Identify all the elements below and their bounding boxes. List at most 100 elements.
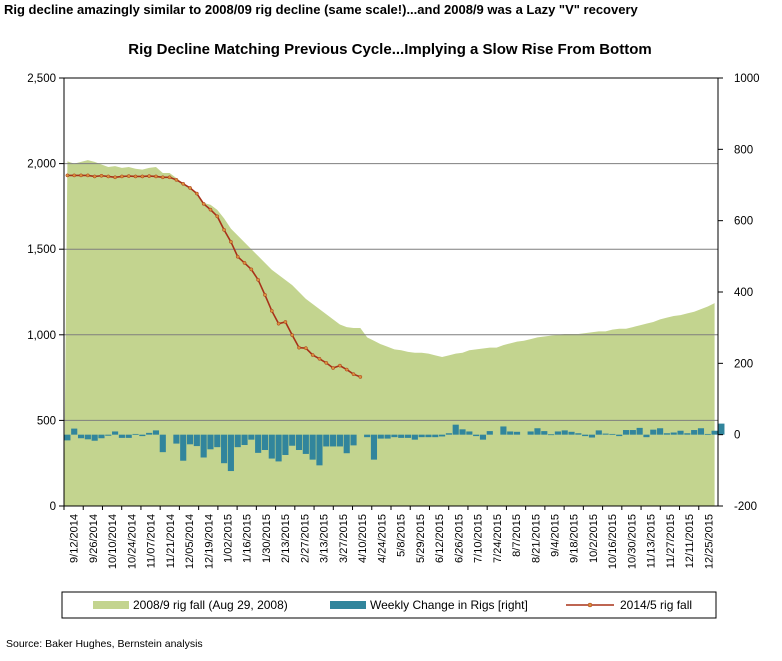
y-tick-label: 1,000	[27, 330, 56, 342]
weekly-change-bar	[295, 434, 303, 451]
x-tick-label: 2/13/2015	[280, 514, 292, 563]
line-point	[99, 173, 104, 178]
weekly-change-bar	[282, 434, 289, 455]
weekly-change-bar	[302, 434, 309, 454]
line-point	[310, 353, 315, 357]
line-point	[106, 174, 111, 179]
weekly-change-bar	[670, 432, 677, 435]
line-point	[222, 228, 226, 232]
line-point	[283, 320, 288, 324]
weekly-change-bar	[336, 434, 343, 447]
line-point	[167, 175, 172, 180]
weekly-change-bar	[125, 434, 132, 438]
weekly-change-bar	[718, 423, 725, 435]
weekly-change-bar	[439, 434, 446, 437]
legend-label-bars: Weekly Change in Rigs [right]	[370, 598, 528, 612]
line-point	[263, 293, 267, 297]
weekly-change-bar	[513, 431, 521, 435]
weekly-change-bar	[588, 434, 596, 438]
weekly-change-bar	[391, 434, 398, 438]
line-point	[92, 174, 97, 179]
line-point	[276, 321, 281, 326]
legend-label-line: 2014/5 rig fall	[620, 598, 692, 612]
weekly-change-bar	[343, 434, 350, 454]
weekly-change-bar	[609, 433, 616, 435]
weekly-change-bar	[622, 430, 630, 435]
x-tick-label: 5/29/2015	[415, 514, 427, 563]
weekly-change-bar	[227, 434, 234, 472]
weekly-change-bar	[275, 434, 282, 462]
weekly-change-bar	[112, 431, 119, 435]
line-point	[201, 201, 206, 206]
plot-area: 0 500 1,000 1,500 2,000 2,500 -200 0 200 400 600 80…	[27, 73, 759, 569]
headline: Rig decline amazingly similar to 2008/09…	[4, 2, 638, 17]
x-tick-label: 4/10/2015	[357, 514, 369, 563]
line-point	[358, 375, 363, 379]
weekly-change-bar	[411, 434, 418, 440]
line-point	[126, 174, 131, 178]
line-point	[140, 174, 145, 179]
line-point	[338, 363, 342, 368]
x-tick-label: 9/4/2015	[550, 514, 562, 557]
x-tick-label: 10/30/2015	[626, 514, 638, 569]
weekly-change-bar	[152, 430, 160, 435]
y2-tick-label: -200	[734, 501, 757, 513]
weekly-change-bar	[71, 428, 78, 435]
y-tick-label: 2,500	[27, 73, 56, 85]
x-tick-label: 10/2/2015	[588, 514, 600, 563]
weekly-change-bar	[105, 434, 112, 436]
weekly-change-bar	[132, 433, 139, 435]
weekly-change-bar	[261, 434, 269, 451]
weekly-change-bar	[377, 434, 384, 439]
weekly-change-bar	[548, 434, 555, 436]
weekly-change-bar	[534, 428, 541, 435]
x-tick-label: 1/16/2015	[242, 514, 254, 563]
weekly-change-bar	[330, 434, 337, 447]
line-point	[188, 186, 192, 190]
y2-tick-label: 0	[734, 430, 740, 442]
x-tick-label: 11/27/2015	[665, 514, 677, 568]
weekly-change-bar	[248, 434, 255, 440]
x-tick-label: 12/05/2014	[184, 514, 196, 569]
y2-tick-label: 200	[734, 358, 753, 370]
weekly-change-bar	[663, 433, 670, 435]
weekly-change-bar	[234, 434, 241, 448]
weekly-change-bar	[323, 434, 330, 447]
weekly-change-bar	[221, 434, 228, 464]
x-tick-label: 3/13/2015	[319, 514, 331, 563]
line-point	[113, 175, 117, 180]
weekly-change-bar	[193, 434, 200, 447]
weekly-change-bar	[146, 432, 153, 435]
weekly-change-bar	[173, 434, 180, 444]
weekly-change-bar	[118, 434, 125, 438]
y2-tick-label: 600	[734, 216, 753, 228]
weekly-change-bar	[697, 428, 705, 435]
weekly-change-bar	[541, 431, 548, 435]
weekly-change-bar	[657, 428, 664, 435]
weekly-change-bar	[616, 434, 623, 437]
weekly-change-bar	[77, 434, 85, 439]
x-tick-label: 6/12/2015	[434, 514, 446, 563]
x-tick-label: 7/10/2015	[473, 514, 485, 563]
x-tick-label: 11/21/2014	[165, 514, 177, 568]
x-tick-label: 6/26/2015	[453, 514, 465, 563]
weekly-change-bar	[316, 434, 323, 466]
y-tick-label: 0	[50, 501, 56, 513]
weekly-change-bar	[425, 434, 432, 438]
legend-swatch-area	[93, 601, 129, 609]
line-point	[120, 174, 124, 179]
legend-swatch-marker	[587, 602, 593, 608]
x-tick-label: 11/13/2015	[646, 514, 658, 568]
x-tick-label: 11/07/2014	[146, 514, 158, 568]
x-tick-label: 12/19/2014	[203, 514, 215, 569]
x-tick-label: 4/24/2015	[376, 514, 388, 563]
line-point	[72, 173, 77, 178]
y-tick-label: 1,500	[27, 244, 56, 256]
weekly-change-bar	[432, 434, 439, 438]
weekly-change-bar	[200, 434, 207, 458]
legend-swatch-bars	[330, 601, 366, 609]
x-tick-label: 5/8/2015	[396, 514, 408, 557]
line-point	[235, 254, 240, 259]
weekly-change-bar	[398, 434, 405, 438]
